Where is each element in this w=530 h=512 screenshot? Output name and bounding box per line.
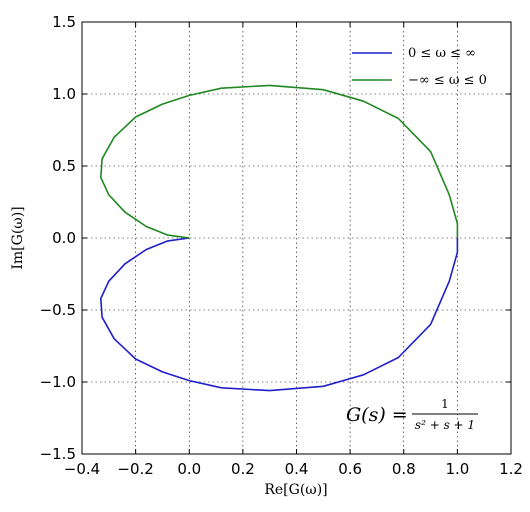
legend-label-positive: 0 ≤ ω ≤ ∞ <box>408 46 476 61</box>
x-tick-label: 0.0 <box>177 460 201 478</box>
y-axis-label: Im[G(ω)] <box>10 206 26 269</box>
x-tick-label: 0.6 <box>338 460 362 478</box>
x-tick-label: −0.2 <box>117 460 153 478</box>
y-tick-label: 1.0 <box>52 85 76 103</box>
x-tick-label: 0.2 <box>231 460 255 478</box>
series-line-1 <box>100 84 459 239</box>
formula-denominator: s² + s + 1 <box>415 418 475 432</box>
x-tick-label: 1.2 <box>499 460 523 478</box>
formula-lhs: G(s) = <box>346 404 408 426</box>
x-tick-label: 0.4 <box>285 460 309 478</box>
x-tick-label: 0.8 <box>392 460 416 478</box>
legend: 0 ≤ ω ≤ ∞ −∞ ≤ ω ≤ 0 <box>352 46 487 88</box>
y-tick-label: −1.0 <box>40 373 76 391</box>
transfer-function-annotation: G(s) = 1 s² + s + 1 <box>346 397 478 432</box>
y-tick-label: −1.5 <box>40 445 76 463</box>
series-line-0 <box>100 237 459 392</box>
y-tick-label: −0.5 <box>40 301 76 319</box>
legend-label-negative: −∞ ≤ ω ≤ 0 <box>408 73 487 88</box>
y-tick-label: 0.5 <box>52 157 76 175</box>
series-lines <box>100 84 459 392</box>
formula-numerator: 1 <box>441 397 449 411</box>
x-tick-label: 1.0 <box>445 460 469 478</box>
grid-lines <box>82 22 511 454</box>
y-tick-label: 1.5 <box>52 13 76 31</box>
x-axis-label: Re[G(ω)] <box>264 482 327 498</box>
axis-ticks: −0.4 −0.2 0.0 0.2 0.4 0.6 0.8 1.0 1.2 −1.5 −1.0 −0.… <box>40 13 523 478</box>
x-tick-label: −0.4 <box>64 460 100 478</box>
y-tick-label: 0.0 <box>52 229 76 247</box>
